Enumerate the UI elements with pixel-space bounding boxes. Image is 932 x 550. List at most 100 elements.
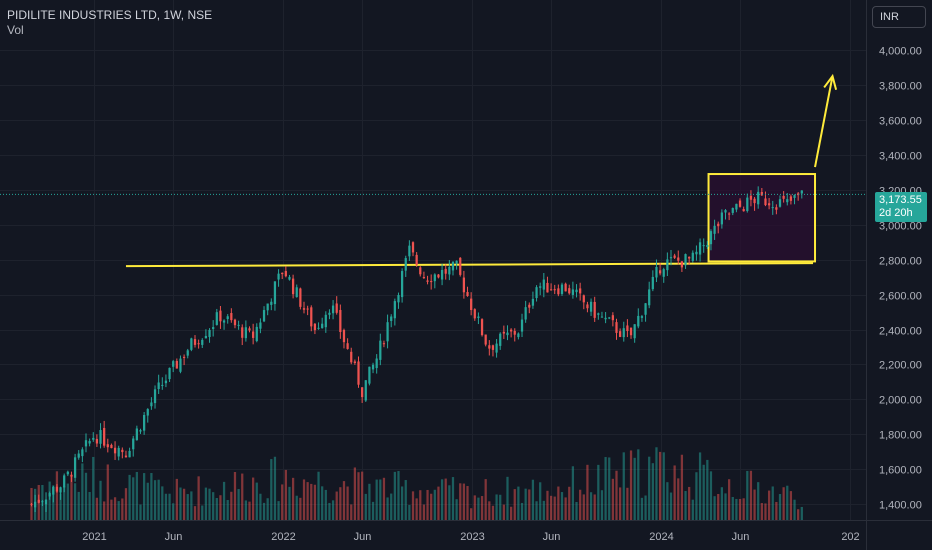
candle-body: [724, 210, 727, 213]
projection-arrow-head: [823, 73, 838, 90]
candle-body: [539, 286, 542, 288]
candle-body: [749, 195, 753, 200]
volume-bar: [509, 506, 513, 520]
volume-bar: [517, 486, 520, 520]
candle-body: [150, 402, 153, 407]
candle-body: [201, 339, 204, 345]
volume-bar: [233, 471, 237, 520]
volume-bar: [753, 489, 756, 520]
volume-bar: [386, 497, 389, 520]
volume-bar: [597, 464, 600, 520]
candle-body: [502, 331, 505, 334]
candle-body: [284, 270, 287, 277]
volume-bar: [110, 499, 113, 520]
volume-bar: [281, 484, 284, 520]
volume-bar: [506, 476, 509, 520]
volume-bar: [437, 486, 440, 520]
volume-bar: [546, 490, 549, 520]
price-tick-label: 2,200.00: [879, 360, 922, 372]
candle-body: [731, 207, 734, 213]
candle-body: [190, 338, 193, 350]
volume-bar: [299, 497, 302, 520]
candle-body: [637, 315, 640, 327]
candle-body: [404, 258, 407, 271]
candle-body: [364, 380, 367, 401]
resistance-line: [125, 262, 814, 268]
volume-bar: [248, 501, 251, 520]
volume-bar: [310, 483, 313, 520]
volume-bar: [404, 480, 407, 520]
price-tick-label: 4,000.00: [879, 46, 922, 58]
candle-body: [197, 343, 200, 345]
currency-selector[interactable]: INR: [872, 6, 926, 28]
candle-body: [157, 382, 160, 390]
candle-body: [164, 380, 168, 384]
volume-bar: [331, 500, 335, 520]
volume-bar: [52, 485, 55, 520]
volume-bar: [455, 499, 458, 520]
volume-bar: [368, 483, 371, 520]
candle-body: [440, 269, 444, 280]
volume-bar: [731, 496, 734, 520]
volume-bar: [720, 487, 723, 520]
volume-bar: [84, 472, 88, 520]
volume-bar: [328, 502, 331, 520]
volume-bar: [99, 480, 102, 520]
price-axis[interactable]: 1,400.00 1,600.00 1,800.00 2,000.00 2,200.00…: [879, 46, 922, 512]
candle-body: [212, 327, 215, 330]
candle-body: [168, 367, 171, 380]
volume-bar: [749, 470, 753, 520]
volume-bar: [226, 500, 229, 520]
volume-bar: [317, 471, 320, 520]
price-tick-label: 2,600.00: [879, 291, 922, 303]
candle-body: [306, 308, 309, 310]
volume-bar: [237, 489, 240, 520]
volume-bar: [440, 479, 444, 520]
candle-body: [33, 501, 37, 508]
candle-body: [248, 328, 251, 331]
candle-body: [430, 281, 433, 283]
volume-bar: [168, 493, 171, 520]
candle-body: [709, 231, 713, 245]
candle-body: [575, 289, 578, 293]
candle-body: [728, 213, 731, 215]
volume-bar: [157, 479, 160, 520]
volume-bar: [321, 486, 324, 520]
candle-body: [477, 316, 480, 319]
candle-body: [313, 323, 317, 331]
candle-body: [153, 389, 157, 404]
candle-body: [124, 455, 128, 458]
candle-body: [390, 316, 393, 321]
candle-body: [422, 277, 426, 279]
volume-bar: [735, 498, 738, 520]
candle-body: [361, 387, 364, 398]
candle-body: [222, 320, 226, 323]
time-tick-label: 2023: [460, 531, 484, 543]
volume-bar: [593, 494, 596, 520]
candle-body: [666, 259, 669, 271]
candle-body: [513, 330, 516, 335]
volume-bar: [302, 479, 306, 520]
volume-bar: [66, 483, 69, 520]
time-axis[interactable]: 2021 Jun 2022 Jun 2023 Jun 2024 Jun 202: [82, 531, 859, 543]
candle-body: [775, 207, 778, 210]
candle-body: [778, 199, 782, 207]
volume-bar: [393, 471, 396, 520]
volume-bar: [411, 491, 415, 520]
volume-indicator-label[interactable]: Vol: [7, 23, 24, 37]
volume-bar: [793, 499, 796, 520]
volume-bar: [560, 492, 564, 520]
volume-bar: [77, 491, 80, 520]
volume-bar: [270, 459, 273, 520]
volume-bar: [433, 489, 436, 520]
volume-bar: [462, 483, 466, 520]
candle-body: [600, 316, 604, 318]
volume-bar: [491, 505, 495, 520]
candle-body: [738, 200, 742, 207]
candle-body: [579, 288, 582, 294]
candle-body: [128, 450, 131, 458]
chart-header: PIDILITE INDUSTRIES LTD, 1W, NSE Vol: [7, 8, 212, 38]
candle-body: [789, 196, 793, 201]
